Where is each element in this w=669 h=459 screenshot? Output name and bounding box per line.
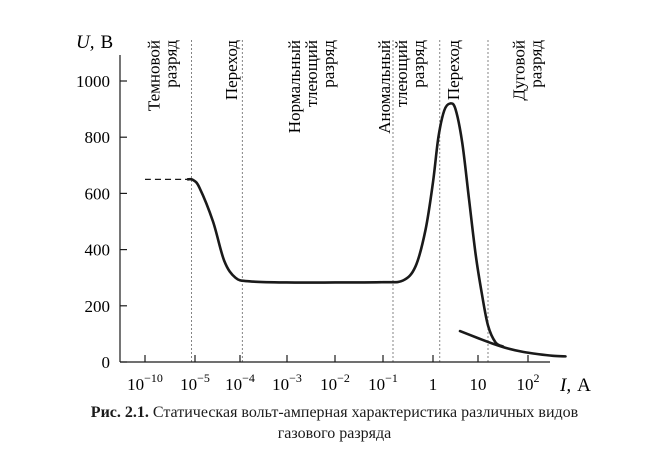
- x-tick-label: 1: [429, 375, 438, 394]
- y-tick-label: 1000: [76, 72, 110, 91]
- x-tick-label: 102: [517, 371, 540, 394]
- caption-line2: газового разряда: [277, 425, 392, 442]
- y-tick-label: 0: [102, 353, 111, 372]
- region-label: Нормальныйтлеющийразряд: [285, 40, 338, 134]
- y-tick-label: 200: [85, 297, 111, 316]
- x-tick-label: 10: [470, 375, 487, 394]
- vac-curve: [186, 102, 505, 348]
- x-ticks: 10−10 10−5 10−4 10−3 10−2 10−1 1 10 102: [127, 355, 540, 394]
- vac-curve: [458, 329, 567, 358]
- region-label: Дуговойразряд: [510, 40, 546, 101]
- caption-text: Статическая вольт-амперная характеристик…: [148, 404, 579, 421]
- y-axis-title: U, В: [76, 32, 113, 53]
- region-label: Темновойразряд: [145, 40, 181, 112]
- figure-caption: Рис. 2.1. Статическая вольт-амперная хар…: [0, 402, 669, 444]
- caption-number: Рис. 2.1.: [90, 404, 149, 421]
- series: [145, 102, 567, 358]
- x-tick-label: 10−5: [180, 371, 210, 394]
- region-label: Переход: [222, 40, 241, 101]
- x-tick-label: 10−3: [272, 371, 302, 394]
- x-tick-label: 10−2: [320, 371, 350, 394]
- region-label: Аномальныйтлеющийразряд: [375, 40, 428, 134]
- x-tick-label: 10−10: [127, 371, 163, 394]
- y-ticks: 0 200 400 600 800 1000: [76, 72, 127, 372]
- region-labels: Темновойразряд Переход Нормальныйтлеющийра…: [145, 40, 546, 134]
- y-tick-label: 800: [85, 128, 111, 147]
- region-boundary-lines: [191, 40, 489, 362]
- x-tick-label: 10−4: [225, 371, 255, 394]
- x-tick-label: 10−1: [368, 371, 398, 394]
- y-tick-label: 400: [85, 241, 111, 260]
- x-axis-title: I, А: [559, 375, 591, 396]
- y-tick-label: 600: [85, 184, 111, 203]
- region-label: Переход: [444, 40, 463, 101]
